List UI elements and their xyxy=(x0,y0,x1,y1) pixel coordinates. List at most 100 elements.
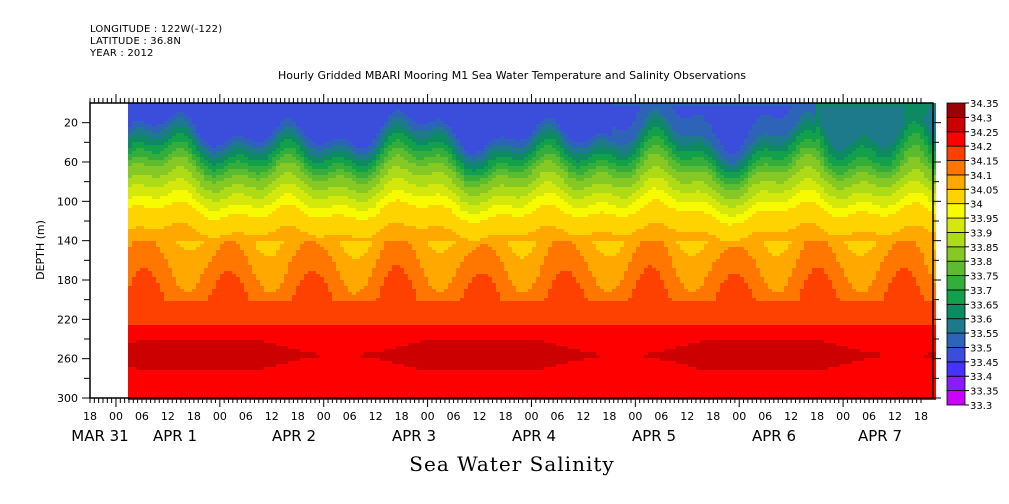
field-cell xyxy=(268,169,272,172)
field-cell xyxy=(284,184,288,187)
field-cell xyxy=(196,262,200,265)
field-cell xyxy=(264,271,268,274)
field-cell xyxy=(176,106,180,109)
field-cell xyxy=(308,394,312,397)
field-cell xyxy=(312,259,316,262)
field-cell xyxy=(260,232,264,235)
field-cell xyxy=(224,307,228,310)
field-cell xyxy=(156,331,160,334)
field-cell xyxy=(224,229,228,232)
field-cell xyxy=(312,157,316,160)
field-cell xyxy=(172,301,176,304)
field-cell xyxy=(296,160,300,163)
field-cell xyxy=(220,199,224,202)
field-cell xyxy=(280,334,284,337)
field-cell xyxy=(164,256,168,259)
field-cell xyxy=(248,214,252,217)
field-cell xyxy=(244,247,248,250)
field-cell xyxy=(268,262,272,265)
field-cell xyxy=(152,355,156,358)
field-cell xyxy=(192,256,196,259)
field-cell xyxy=(168,142,172,145)
field-cell xyxy=(264,274,268,277)
field-cell xyxy=(136,331,140,334)
field-cell xyxy=(228,259,232,262)
field-cell xyxy=(304,121,308,124)
field-cell xyxy=(272,256,276,259)
field-cell xyxy=(240,238,244,241)
field-cell xyxy=(244,349,248,352)
field-cell xyxy=(200,178,204,181)
field-cell xyxy=(260,274,264,277)
field-cell xyxy=(196,145,200,148)
field-cell xyxy=(280,361,284,364)
field-cell xyxy=(176,355,180,358)
field-cell xyxy=(232,202,236,205)
field-cell xyxy=(128,229,132,232)
field-cell xyxy=(252,151,256,154)
field-cell xyxy=(280,151,284,154)
field-cell xyxy=(208,289,212,292)
field-cell xyxy=(320,202,324,205)
field-cell xyxy=(268,112,272,115)
field-cell xyxy=(252,139,256,142)
field-cell xyxy=(204,298,208,301)
field-cell xyxy=(240,289,244,292)
field-cell xyxy=(220,181,224,184)
field-cell xyxy=(220,223,224,226)
field-cell xyxy=(148,193,152,196)
field-cell xyxy=(168,250,172,253)
field-cell xyxy=(264,214,268,217)
field-cell xyxy=(228,223,232,226)
field-cell xyxy=(224,172,228,175)
field-cell xyxy=(176,139,180,142)
field-cell xyxy=(308,112,312,115)
field-cell xyxy=(164,250,168,253)
field-cell xyxy=(192,274,196,277)
field-cell xyxy=(132,118,136,121)
field-cell xyxy=(284,223,288,226)
field-cell xyxy=(268,148,272,151)
field-cell xyxy=(140,181,144,184)
field-cell xyxy=(136,271,140,274)
field-cell xyxy=(128,313,132,316)
field-cell xyxy=(160,142,164,145)
field-cell xyxy=(264,328,268,331)
field-cell xyxy=(252,241,256,244)
field-cell xyxy=(264,391,268,394)
field-cell xyxy=(212,307,216,310)
field-cell xyxy=(272,232,276,235)
field-cell xyxy=(148,133,152,136)
field-cell xyxy=(264,262,268,265)
field-cell xyxy=(200,301,204,304)
field-cell xyxy=(160,262,164,265)
field-cell xyxy=(324,277,328,280)
field-cell xyxy=(176,349,180,352)
field-cell xyxy=(172,154,176,157)
field-cell xyxy=(224,253,228,256)
field-cell xyxy=(308,142,312,145)
field-cell xyxy=(232,343,236,346)
field-cell xyxy=(260,214,264,217)
field-cell xyxy=(272,103,276,106)
field-cell xyxy=(280,355,284,358)
field-cell xyxy=(196,280,200,283)
field-cell xyxy=(308,187,312,190)
field-cell xyxy=(244,328,248,331)
field-cell xyxy=(264,187,268,190)
field-cell xyxy=(196,370,200,373)
field-cell xyxy=(296,292,300,295)
field-cell xyxy=(280,268,284,271)
field-cell xyxy=(132,196,136,199)
field-cell xyxy=(212,328,216,331)
field-cell xyxy=(312,124,316,127)
field-cell xyxy=(288,274,292,277)
field-cell xyxy=(300,247,304,250)
field-cell xyxy=(184,313,188,316)
field-cell xyxy=(144,160,148,163)
field-cell xyxy=(228,268,232,271)
field-cell xyxy=(160,193,164,196)
field-cell xyxy=(248,238,252,241)
field-cell xyxy=(304,247,308,250)
field-cell xyxy=(228,247,232,250)
